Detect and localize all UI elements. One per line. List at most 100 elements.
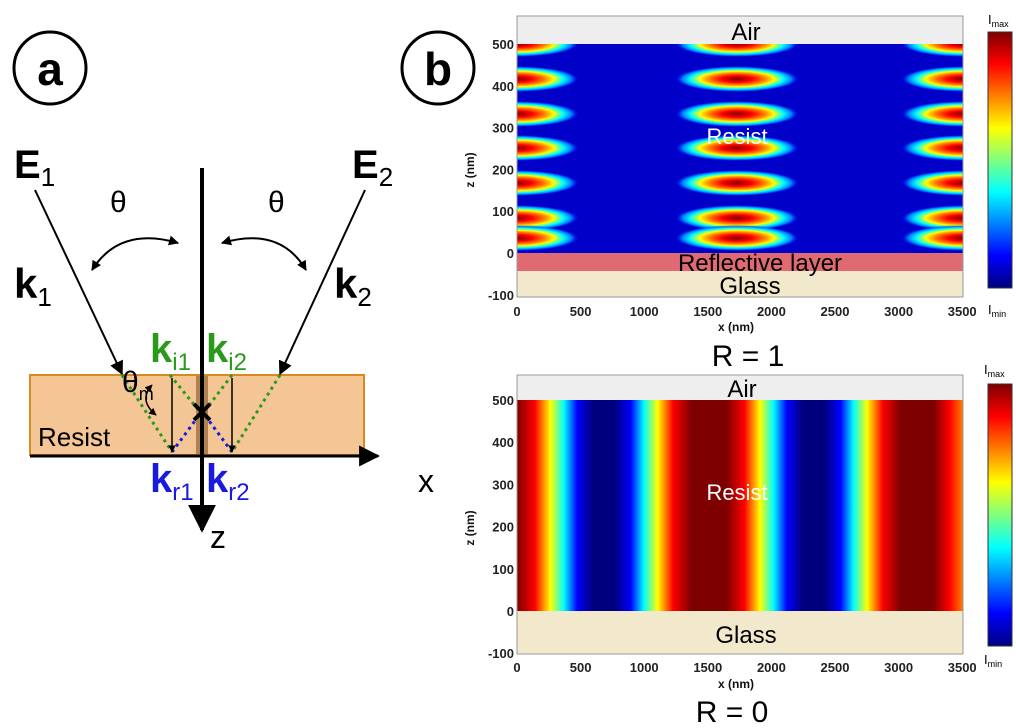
kr2-label: kr2 <box>206 457 250 506</box>
x-tick-label: 3500 <box>948 660 977 675</box>
intensity-spot <box>675 135 799 161</box>
intensity-spot <box>901 101 963 127</box>
panel-a: a Resist x z E1 <box>12 30 434 555</box>
x-tick-label: 1000 <box>630 660 659 675</box>
crossing-mark <box>192 402 212 422</box>
x-tick-label: 2000 <box>757 304 786 319</box>
y-tick-label: 0 <box>507 246 514 261</box>
intensity-spot <box>675 66 799 92</box>
plot-frame <box>516 15 964 298</box>
intensity-spot <box>675 225 799 251</box>
y-tick-label: 400 <box>492 79 514 94</box>
resist-label: Resist <box>706 124 767 149</box>
x-tick-label: 500 <box>570 660 592 675</box>
theta-m-label: θm <box>122 366 154 404</box>
z-axis-label: z <box>210 519 226 555</box>
reflective-label: Reflective layer <box>678 250 842 277</box>
intensity-spot <box>901 225 963 251</box>
theta-left-arrow <box>91 235 179 271</box>
panel-b: b Air Resist Reflective layer Glass -100… <box>400 12 1013 728</box>
ki1-inner <box>168 374 202 413</box>
glass-label: Glass <box>715 622 776 649</box>
y-axis-label: z (nm) <box>463 510 477 545</box>
x-tick-label: 3500 <box>948 304 977 319</box>
panel-a-label: a <box>37 43 63 95</box>
colorbar-min: Imin <box>984 652 1002 669</box>
theta-right-label: θ <box>268 186 285 219</box>
intensity-spot <box>901 44 963 57</box>
ki1-ray <box>120 374 174 453</box>
plot-frame <box>516 374 964 655</box>
y-tick-labels: -100 0 100 200 300 400 500 <box>488 37 514 303</box>
x-tick-label: 0 <box>513 660 520 675</box>
k2-label: k2 <box>334 260 372 312</box>
air-layer <box>517 16 963 44</box>
y-tick-label: 300 <box>492 121 514 136</box>
intensity-spot <box>901 135 963 161</box>
intensity-spot <box>675 205 799 231</box>
intensity-spot <box>901 170 963 196</box>
x-tick-label: 0 <box>513 304 520 319</box>
x-tick-label: 1500 <box>693 304 722 319</box>
intensity-spot <box>517 170 579 196</box>
ki2-label: ki2 <box>206 327 247 376</box>
intensity-spot <box>675 170 799 196</box>
x-tick-labels: 0 500 1000 1500 2000 2500 3000 3500 <box>513 660 976 675</box>
glass-label: Glass <box>719 273 780 300</box>
x-tick-label: 2000 <box>757 660 786 675</box>
x-tick-label: 2500 <box>821 304 850 319</box>
kr1-ray <box>170 413 202 453</box>
x-tick-label: 3000 <box>884 660 913 675</box>
x-tick-label: 500 <box>570 304 592 319</box>
field-map <box>517 400 963 611</box>
y-tick-label: 400 <box>492 435 514 450</box>
colorbar-min: Imin <box>988 302 1006 319</box>
y-tick-labels: -100 0 100 200 300 400 500 <box>488 393 514 661</box>
theta-left-label: θ <box>110 186 127 219</box>
e2-label: E2 <box>352 143 393 192</box>
x-tick-label: 3000 <box>884 304 913 319</box>
reflective-layer <box>517 253 963 271</box>
y-tick-label: 100 <box>492 562 514 577</box>
colorbar <box>987 31 1013 289</box>
ki1-label: ki1 <box>150 327 191 376</box>
kr1-label: kr1 <box>150 457 194 506</box>
y-tick-label: 200 <box>492 162 514 177</box>
intensity-spot <box>517 101 579 127</box>
x-tick-label: 1500 <box>693 660 722 675</box>
x-tick-label: 1000 <box>630 304 659 319</box>
y-tick-label: 0 <box>507 604 514 619</box>
intensity-spot <box>517 44 579 57</box>
y-tick-label: -100 <box>488 288 514 303</box>
x-axis-label: x (nm) <box>718 677 754 691</box>
y-tick-label: 200 <box>492 520 514 535</box>
panel-a-badge <box>12 30 88 106</box>
glass-layer <box>517 611 963 654</box>
panel-b-label: b <box>424 43 452 95</box>
plot-r1: Air Resist Reflective layer Glass -10001… <box>463 12 1013 373</box>
e1-label: E1 <box>14 143 55 192</box>
intensity-spot <box>901 66 963 92</box>
y-tick-label: 100 <box>492 204 514 219</box>
ki2-ray <box>230 374 282 453</box>
intensity-spot <box>901 205 963 231</box>
x-axis-label: x (nm) <box>718 320 754 334</box>
x-tick-labels: 0 500 1000 1500 2000 2500 3000 3500 <box>513 304 976 319</box>
intensity-spot <box>517 225 579 251</box>
intensity-spot <box>517 135 579 161</box>
colorbar-max: Imax <box>988 12 1009 29</box>
intensity-spot <box>675 44 799 57</box>
intensity-spot <box>517 66 579 92</box>
caption: R = 1 <box>712 340 785 373</box>
resist-label: Resist <box>38 422 111 452</box>
y-tick-label: 500 <box>492 37 514 52</box>
theta-m-arrow <box>144 384 157 416</box>
colorbar <box>987 383 1013 647</box>
y-tick-label: -100 <box>488 646 514 661</box>
ki2-inner <box>202 374 234 413</box>
x-axis-label: x <box>418 463 434 499</box>
intensity-spots <box>517 44 963 251</box>
air-label: Air <box>727 376 756 403</box>
theta-right-arrow <box>221 235 307 271</box>
